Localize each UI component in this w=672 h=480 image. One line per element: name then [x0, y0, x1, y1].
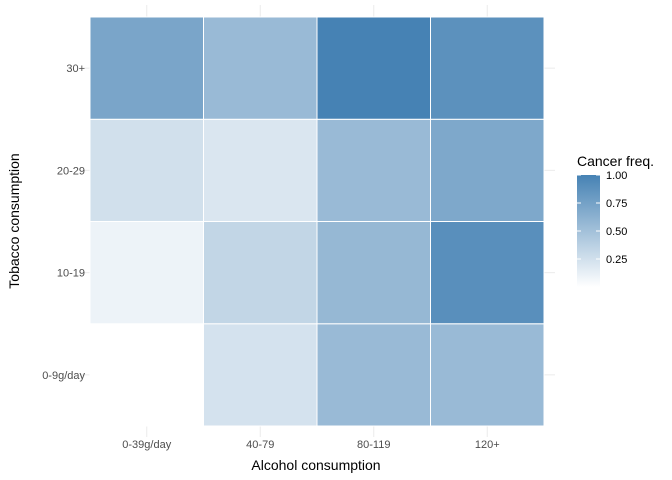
y-axis-ticks: 0-9g/day 10-19 20-29 30+: [42, 63, 85, 382]
heatmap-cell: [89, 118, 204, 222]
legend-title: Cancer freq.: [577, 153, 654, 169]
heatmap-cell: [203, 118, 318, 222]
heatmap-cell: [203, 16, 318, 120]
heatmap-cell: [89, 221, 204, 325]
legend-ticks: 0.25 0.50 0.75 1.00: [577, 170, 627, 266]
y-tick-label: 10-19: [57, 268, 85, 280]
x-tick-label: 80-119: [357, 439, 390, 451]
x-axis-ticks: 0-39g/day 40-79 80-119 120+: [122, 439, 499, 451]
heatmap-cell: [430, 221, 545, 325]
heatmap-cell: [316, 221, 431, 325]
heatmap-cell: [316, 118, 431, 222]
legend-tick-label: 0.75: [606, 198, 627, 210]
legend-tick-label: 0.25: [606, 254, 627, 266]
heatmap-cells: [89, 16, 545, 427]
legend-tick-label: 0.50: [606, 226, 627, 238]
heatmap-cell: [89, 16, 204, 120]
legend-tick-label: 1.00: [606, 170, 627, 182]
heatmap-cell: [316, 16, 431, 120]
heatmap-cell: [430, 323, 545, 427]
y-tick-label: 20-29: [57, 165, 85, 177]
y-axis-title: Tobacco consumption: [6, 153, 22, 288]
x-tick-label: 0-39g/day: [122, 439, 171, 451]
legend: Cancer freq. 0.25 0.50 0.75 1.00: [577, 153, 654, 287]
legend-colorbar: [577, 175, 600, 287]
heatmap-cell: [430, 118, 545, 222]
x-tick-label: 120+: [475, 439, 500, 451]
x-tick-label: 40-79: [246, 439, 274, 451]
heatmap-cell: [203, 323, 318, 427]
heatmap-cell: [203, 221, 318, 325]
y-tick-label: 0-9g/day: [42, 370, 85, 382]
y-tick-label: 30+: [66, 63, 85, 75]
heatmap-cell: [89, 323, 204, 427]
heatmap-cell: [316, 323, 431, 427]
x-axis-title: Alcohol consumption: [251, 457, 380, 473]
heatmap-cell: [430, 16, 545, 120]
